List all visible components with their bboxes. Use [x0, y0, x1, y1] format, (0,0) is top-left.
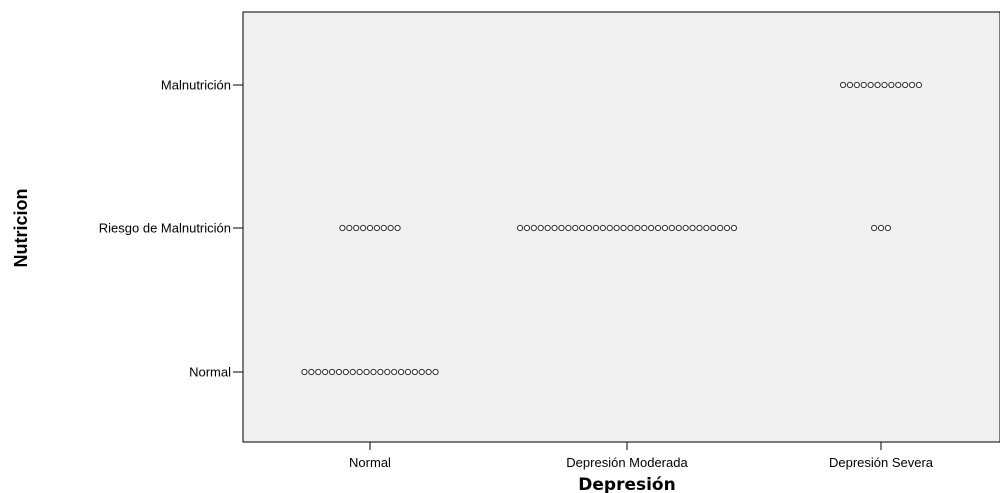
- data-point: [523, 224, 531, 232]
- data-point: [530, 224, 537, 232]
- data-point: [579, 224, 586, 232]
- data-point: [641, 224, 648, 232]
- data-point: [710, 224, 717, 232]
- y-tick-label: Normal: [189, 365, 231, 380]
- data-point: [411, 368, 418, 376]
- data-point: [315, 368, 322, 376]
- data-point: [551, 224, 558, 232]
- data-point: [363, 368, 370, 376]
- data-point: [696, 224, 703, 232]
- data-point: [418, 368, 425, 376]
- data-point: [394, 224, 401, 232]
- data-point: [871, 224, 878, 232]
- x-axis-title: Depresión: [578, 475, 675, 493]
- data-point: [634, 224, 641, 232]
- y-axis-title: Nutricion: [11, 189, 31, 268]
- data-point: [902, 81, 909, 89]
- data-point: [895, 81, 902, 89]
- data-point: [346, 224, 353, 232]
- y-tick-label: Malnutrición: [161, 78, 231, 93]
- data-point: [384, 368, 391, 376]
- data-point: [599, 224, 606, 232]
- data-point: [877, 224, 885, 232]
- data-point: [425, 368, 432, 376]
- data-point: [544, 224, 551, 232]
- data-point: [689, 224, 696, 232]
- data-point: [908, 81, 916, 89]
- x-tick-label: Depresión Moderada: [566, 455, 688, 470]
- data-point: [537, 224, 544, 232]
- data-point: [661, 224, 669, 232]
- data-point: [730, 224, 738, 232]
- data-point: [356, 368, 363, 376]
- data-point: [353, 224, 360, 232]
- data-point: [558, 224, 565, 232]
- data-point: [853, 81, 860, 89]
- data-point: [592, 224, 600, 232]
- data-point: [606, 224, 613, 232]
- x-axis: Normal Depresión Moderada Depresión Severa: [349, 442, 934, 470]
- data-point: [846, 81, 854, 89]
- data-point: [342, 368, 349, 376]
- data-point: [308, 368, 315, 376]
- data-point: [867, 81, 874, 89]
- data-point: [620, 224, 627, 232]
- data-point: [370, 368, 377, 376]
- data-point: [723, 224, 731, 232]
- x-tick-label: Depresión Severa: [829, 455, 934, 470]
- data-point: [668, 224, 675, 232]
- data-point: [888, 81, 895, 89]
- data-point: [360, 224, 367, 232]
- data-point: [387, 224, 394, 232]
- data-point: [648, 224, 655, 232]
- data-point: [881, 81, 888, 89]
- data-point: [565, 224, 572, 232]
- y-tick-label: Riesgo de Malnutrición: [99, 221, 231, 236]
- data-point: [349, 368, 356, 376]
- data-point: [380, 224, 387, 232]
- data-point: [404, 368, 412, 376]
- data-point: [339, 224, 346, 232]
- data-point: [335, 368, 343, 376]
- data-point: [397, 368, 405, 376]
- data-point: [884, 224, 892, 232]
- data-point: [373, 224, 380, 232]
- data-point: [703, 224, 710, 232]
- data-point: [874, 81, 881, 89]
- data-point: [613, 224, 620, 232]
- data-point: [366, 224, 374, 232]
- data-point: [915, 81, 923, 89]
- data-point: [839, 81, 847, 89]
- data-point: [572, 224, 579, 232]
- data-point: [377, 368, 384, 376]
- data-point: [391, 368, 398, 376]
- data-point: [516, 224, 524, 232]
- data-point: [717, 224, 724, 232]
- data-point: [328, 368, 336, 376]
- data-point: [682, 224, 689, 232]
- data-point: [860, 81, 867, 89]
- data-point: [322, 368, 329, 376]
- data-point: [654, 224, 662, 232]
- data-point: [627, 224, 634, 232]
- data-point: [675, 224, 682, 232]
- data-markers: [301, 81, 923, 376]
- data-point: [585, 224, 593, 232]
- data-point: [301, 368, 308, 376]
- x-tick-label: Normal: [349, 455, 391, 470]
- y-axis: Normal Riesgo de Malnutrición Malnutrición: [99, 78, 243, 380]
- data-point: [432, 368, 439, 376]
